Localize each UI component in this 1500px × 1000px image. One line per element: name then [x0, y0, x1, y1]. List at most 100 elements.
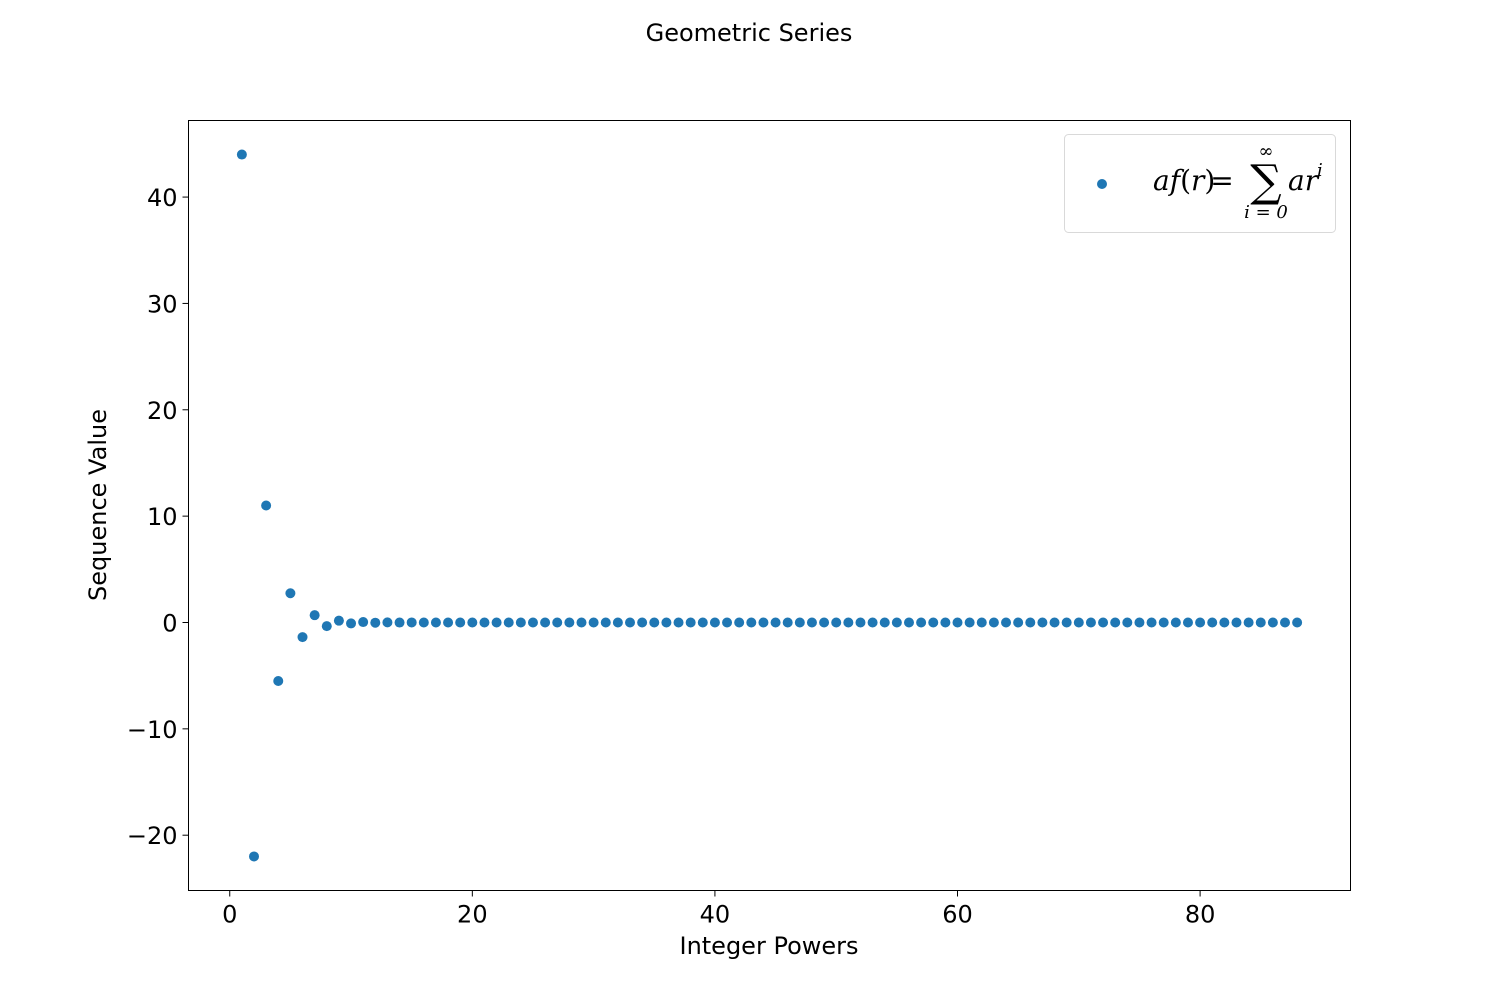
data-point	[649, 617, 660, 628]
data-point	[758, 617, 769, 628]
data-point	[709, 617, 720, 628]
y-tick-label: 40	[147, 184, 178, 212]
data-point	[734, 617, 745, 628]
data-point	[333, 615, 344, 626]
data-point	[491, 617, 502, 628]
data-point	[1073, 617, 1084, 628]
data-point	[1195, 617, 1206, 628]
y-tick-label: 10	[147, 503, 178, 531]
data-point	[1146, 617, 1157, 628]
data-point	[1219, 617, 1230, 628]
legend-box	[1064, 134, 1336, 233]
data-point	[588, 617, 599, 628]
data-point	[1049, 617, 1060, 628]
data-point	[394, 617, 405, 628]
data-point	[879, 617, 890, 628]
legend-equals: =	[1210, 164, 1233, 197]
data-point	[418, 617, 429, 628]
data-point	[1255, 617, 1266, 628]
data-point	[1037, 617, 1048, 628]
y-tick-label: −20	[127, 822, 178, 850]
data-point	[576, 617, 587, 628]
data-point	[564, 617, 575, 628]
data-point	[600, 617, 611, 628]
data-point	[843, 617, 854, 628]
data-point	[1110, 617, 1121, 628]
chart-title: Geometric Series	[646, 19, 853, 47]
data-point	[382, 617, 393, 628]
x-tick-label: 20	[457, 901, 488, 929]
data-point	[1182, 617, 1193, 628]
data-point	[455, 617, 466, 628]
data-point	[515, 617, 526, 628]
data-point	[236, 149, 247, 160]
data-point	[540, 617, 551, 628]
x-axis-label: Integer Powers	[679, 932, 858, 960]
data-point	[430, 617, 441, 628]
data-point	[297, 632, 308, 643]
data-point	[1231, 617, 1242, 628]
data-point	[467, 617, 478, 628]
data-point	[903, 617, 914, 628]
data-point	[952, 617, 963, 628]
data-point	[794, 617, 805, 628]
data-point	[1158, 617, 1169, 628]
data-point	[928, 617, 939, 628]
data-point	[321, 621, 332, 632]
legend-sigma: ∑	[1250, 156, 1281, 207]
data-point	[637, 617, 648, 628]
legend-lhs-open: (	[1180, 164, 1191, 197]
data-point	[770, 617, 781, 628]
data-point	[916, 617, 927, 628]
data-point	[940, 617, 951, 628]
legend: af(r) = ∑ ∞ i = 0 ar i	[1064, 134, 1336, 233]
data-point	[1280, 617, 1291, 628]
data-point	[1098, 617, 1109, 628]
x-tick-label: 40	[700, 901, 731, 929]
y-tick-label: −10	[127, 716, 178, 744]
data-point	[1061, 617, 1072, 628]
data-point	[661, 617, 672, 628]
data-point	[1013, 617, 1024, 628]
data-point	[358, 617, 369, 628]
data-point	[273, 675, 284, 686]
data-point	[309, 610, 320, 621]
y-axis: −20 −10 0 10 20 30 40	[127, 184, 189, 850]
legend-marker	[1097, 179, 1107, 189]
data-point	[443, 617, 454, 628]
legend-label: af(r)	[1153, 164, 1215, 197]
data-point	[625, 617, 636, 628]
data-point	[976, 617, 987, 628]
data-point	[819, 617, 830, 628]
x-tick-label: 60	[942, 901, 973, 929]
data-point	[891, 617, 902, 628]
data-point	[406, 617, 417, 628]
x-axis: 0 20 40 60 80	[222, 890, 1215, 929]
data-point	[988, 617, 999, 628]
data-point	[855, 617, 866, 628]
data-point	[527, 617, 538, 628]
data-point	[370, 617, 381, 628]
series-points	[236, 149, 1303, 862]
data-point	[552, 617, 563, 628]
y-axis-label: Sequence Value	[84, 409, 112, 601]
legend-lhs-a: a	[1153, 164, 1170, 197]
data-point	[1292, 617, 1303, 628]
data-point	[964, 617, 975, 628]
data-point	[673, 617, 684, 628]
data-point	[782, 617, 793, 628]
y-tick-label: 20	[147, 397, 178, 425]
data-point	[248, 851, 259, 862]
data-point	[685, 617, 696, 628]
data-point	[746, 617, 757, 628]
legend-rhs: ar	[1288, 164, 1320, 197]
data-point	[285, 588, 296, 599]
data-point	[1085, 617, 1096, 628]
data-point	[1207, 617, 1218, 628]
data-point	[1025, 617, 1036, 628]
data-point	[1001, 617, 1012, 628]
legend-upper-limit: ∞	[1259, 141, 1274, 162]
data-point	[1122, 617, 1133, 628]
legend-lhs-close: )	[1204, 164, 1215, 197]
